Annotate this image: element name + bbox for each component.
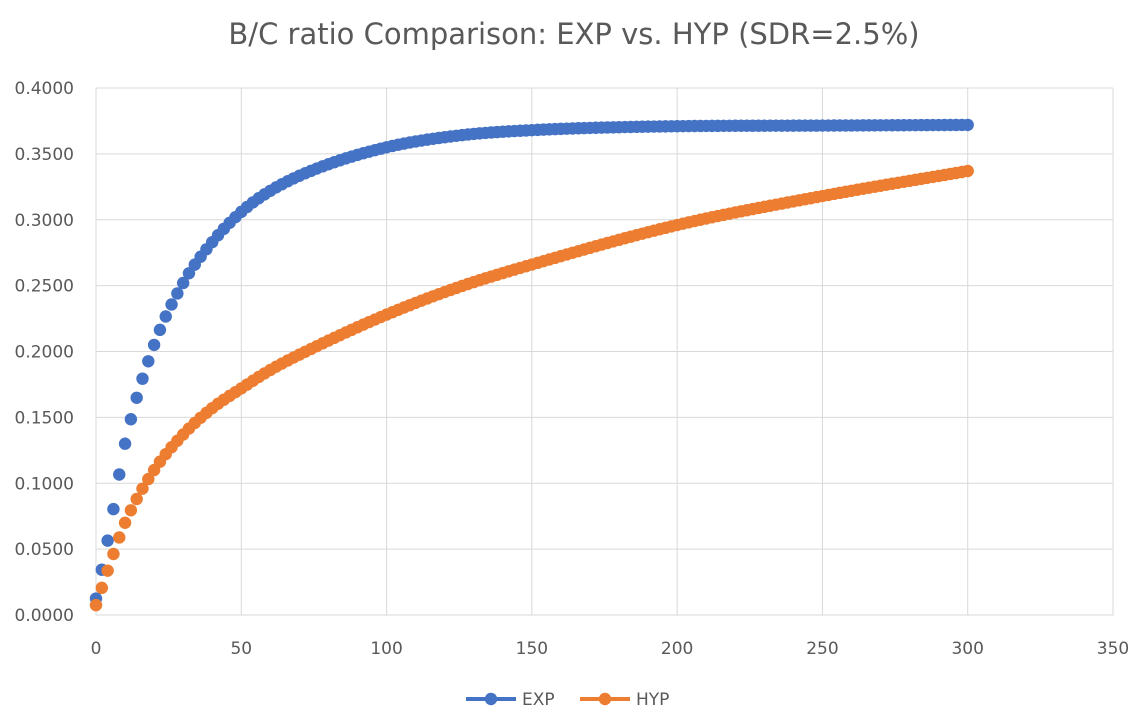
legend-label: EXP: [522, 690, 555, 710]
x-tick-label: 100: [370, 639, 402, 659]
chart-title: B/C ratio Comparison: EXP vs. HYP (SDR=2…: [228, 17, 919, 51]
plot-area: [89, 118, 974, 612]
data-point: [176, 276, 190, 290]
y-axis-ticks: 0.0000 0.0500 0.1000 0.1500 0.2000 0.2500 0.30…: [15, 79, 74, 626]
x-tick-label: 0: [91, 639, 102, 659]
x-axis-ticks: 0 50 100 150 200 250 300 350: [91, 639, 1130, 659]
data-point: [153, 323, 167, 337]
y-tick-label: 0.2500: [15, 277, 74, 297]
y-tick-label: 0.3000: [15, 211, 74, 231]
data-point: [142, 472, 155, 486]
legend-item-hyp: HYP: [580, 690, 669, 710]
data-point: [159, 310, 172, 323]
y-tick-label: 0.0500: [15, 540, 74, 560]
data-point: [147, 338, 161, 352]
data-point: [130, 492, 143, 506]
data-point: [95, 581, 109, 595]
gridlines: [95, 87, 1114, 616]
data-point: [101, 564, 114, 577]
data-point: [107, 502, 120, 516]
x-tick-label: 150: [516, 639, 548, 659]
data-point: [113, 531, 126, 544]
data-point: [171, 287, 184, 300]
data-point: [124, 413, 138, 426]
data-point: [165, 298, 178, 311]
y-tick-label: 0.1000: [15, 474, 74, 494]
y-tick-label: 0.2000: [15, 343, 74, 363]
data-point: [136, 372, 149, 385]
data-point: [118, 516, 132, 529]
y-tick-label: 0.3500: [15, 145, 74, 165]
series-hyp: [89, 164, 974, 612]
data-point: [130, 391, 143, 404]
data-point: [961, 164, 974, 178]
data-point: [113, 468, 126, 481]
data-point: [118, 437, 132, 450]
x-tick-label: 350: [1097, 639, 1129, 659]
x-tick-label: 300: [951, 639, 983, 659]
series-exp: [89, 118, 974, 605]
x-tick-label: 250: [806, 639, 838, 659]
y-tick-label: 0.0000: [15, 606, 74, 626]
data-point: [136, 482, 149, 495]
x-tick-label: 50: [230, 639, 252, 659]
data-point: [961, 118, 974, 132]
data-point: [101, 534, 114, 547]
y-tick-label: 0.4000: [15, 79, 74, 99]
data-point: [124, 504, 138, 517]
data-point: [142, 355, 155, 368]
y-tick-label: 0.1500: [15, 408, 74, 428]
legend: EXP HYP: [466, 690, 669, 710]
legend-label: HYP: [636, 690, 669, 710]
data-point: [107, 547, 120, 561]
x-tick-label: 200: [661, 639, 693, 659]
legend-item-exp: EXP: [466, 690, 555, 710]
legend-swatch-marker: [484, 692, 498, 706]
data-point: [89, 598, 103, 612]
legend-swatch-marker: [598, 692, 612, 706]
